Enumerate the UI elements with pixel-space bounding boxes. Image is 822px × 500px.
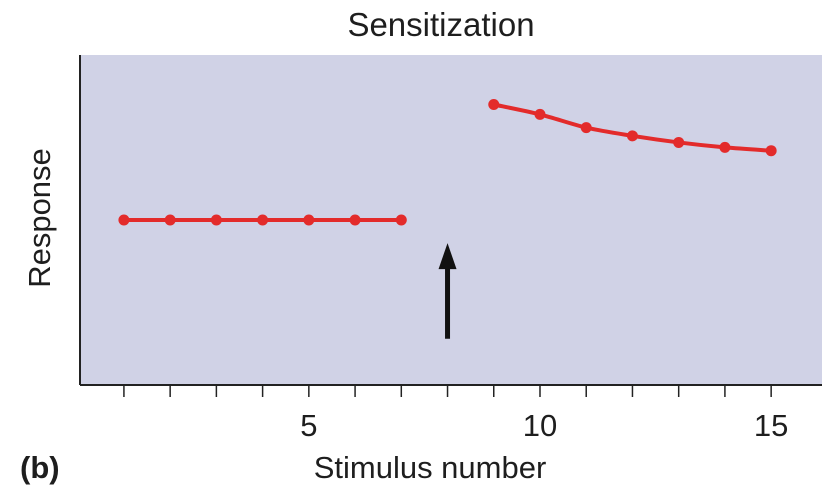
data-point [719, 141, 731, 153]
data-point [488, 99, 500, 110]
data-point [303, 214, 315, 226]
data-point [534, 108, 546, 120]
annotations [438, 243, 457, 339]
data-point [257, 214, 269, 226]
x-tick-label: 5 [300, 408, 317, 443]
x-tick-label: 15 [754, 408, 788, 443]
x-axis-label: Stimulus number [314, 450, 547, 485]
x-axis-ticks [123, 385, 772, 397]
x-tick-label: 10 [523, 408, 557, 443]
data-point [673, 136, 685, 148]
arrow-head [438, 243, 457, 270]
chart-title: Sensitization [347, 6, 534, 43]
x-axis-tick-labels: 5 10 15 [300, 408, 788, 443]
series-1 [118, 214, 407, 226]
y-axis-label: Response [22, 148, 57, 288]
data-point [164, 214, 176, 226]
data-point [210, 214, 222, 226]
data-series [118, 99, 777, 226]
series-2 [488, 99, 777, 157]
data-point [765, 145, 777, 157]
panel-label: (b) [20, 450, 60, 485]
data-point [580, 122, 592, 134]
data-point [349, 214, 361, 226]
data-point [626, 130, 638, 142]
data-point [118, 214, 130, 226]
stimulus-arrow-icon [438, 243, 457, 339]
data-point [395, 214, 407, 226]
